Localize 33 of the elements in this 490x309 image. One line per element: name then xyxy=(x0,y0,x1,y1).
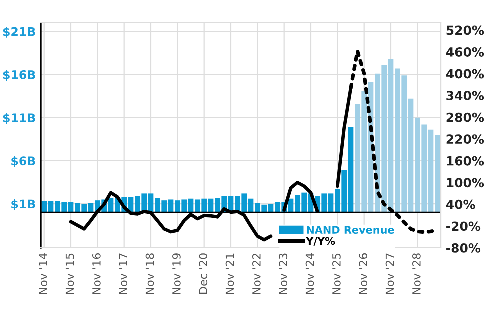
y2-tick-label: 100% xyxy=(447,178,484,188)
y2-tick-label: -80% xyxy=(446,243,481,253)
x-tick-label: Nov '19 xyxy=(172,254,181,294)
x-tick-label: Nov '22 xyxy=(252,254,261,294)
x-tick-label: Nov '18 xyxy=(146,254,154,294)
y2-tick-label: 340% xyxy=(446,91,484,101)
x-tick-label: Dec '20 xyxy=(199,254,208,294)
y-tick-label: $6B xyxy=(12,156,36,168)
x-tick-label: Nov '24 xyxy=(306,253,314,294)
x-tick-label: Nov '17 xyxy=(119,254,128,294)
y2-tick-label: 400% xyxy=(446,69,484,79)
y-tick-label: $11B xyxy=(3,113,36,124)
legend-label: NAND Revenue xyxy=(307,226,394,234)
y-tick-label: $21B xyxy=(3,27,36,38)
y2-tick-label: 160% xyxy=(447,156,484,166)
y-tick-label: $1B xyxy=(12,200,36,210)
y2-tick-label: -20% xyxy=(446,222,481,232)
x-tick-label: Nov '25 xyxy=(332,254,341,294)
x-tick-label: Nov '21 xyxy=(226,254,234,294)
x-tick-label: Nov '15 xyxy=(66,254,74,294)
y2-tick-label: 520% xyxy=(446,26,484,36)
x-tick-label: Nov '27 xyxy=(386,254,394,294)
y2-tick-label: 220% xyxy=(446,134,484,144)
x-tick-label: Nov '28 xyxy=(412,254,421,294)
x-tick-label: Nov '14 xyxy=(39,253,48,294)
x-tick-label: Nov '23 xyxy=(279,254,288,294)
y2-tick-label: 280% xyxy=(446,112,484,122)
legend-label: Y/Y% xyxy=(306,237,336,246)
y2-tick-label: 40% xyxy=(446,200,476,210)
x-tick-label: Nov '16 xyxy=(92,254,101,294)
x-tick-label: Nov '26 xyxy=(359,254,368,294)
y-tick-label: $16B xyxy=(3,70,36,81)
y2-tick-label: 460% xyxy=(446,48,484,57)
